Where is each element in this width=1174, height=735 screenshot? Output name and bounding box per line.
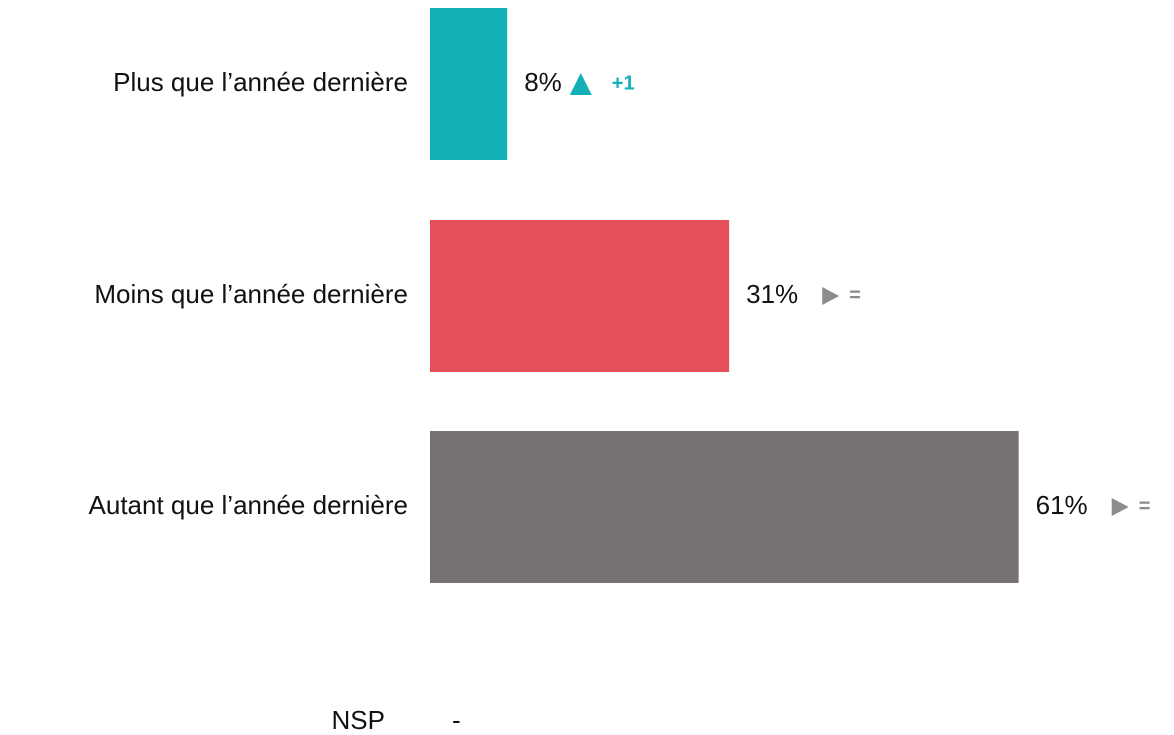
trend-arrow bbox=[822, 287, 840, 305]
change-label: +1 bbox=[612, 72, 635, 94]
change-label: = bbox=[1139, 495, 1151, 517]
value-label: - bbox=[452, 705, 461, 735]
category-label: NSP bbox=[332, 705, 385, 735]
value-label: 31% bbox=[746, 279, 798, 309]
value-label: 61% bbox=[1036, 490, 1088, 520]
category-label: Moins que l’année dernière bbox=[94, 279, 408, 309]
trend-arrow bbox=[1111, 498, 1129, 516]
value-label: 8% bbox=[524, 67, 562, 97]
category-label: Plus que l’année dernière bbox=[113, 67, 408, 97]
trend-arrow bbox=[569, 73, 592, 95]
bar bbox=[430, 431, 1019, 583]
bar bbox=[430, 220, 730, 372]
category-label: Autant que l’année dernière bbox=[89, 490, 408, 520]
bar bbox=[430, 8, 508, 160]
change-label: = bbox=[849, 284, 861, 306]
